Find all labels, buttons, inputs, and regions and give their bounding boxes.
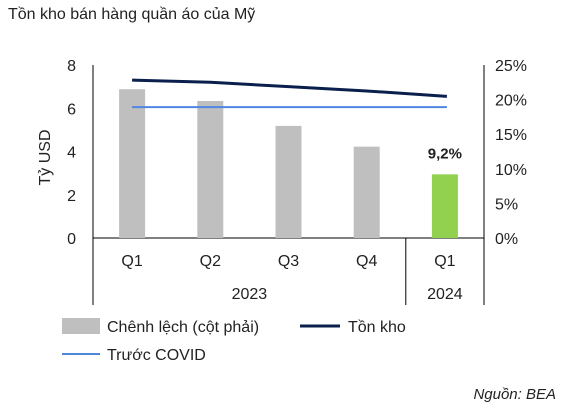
category-label-5: Q1 xyxy=(434,253,455,270)
right-tick-label-1: 5% xyxy=(495,196,518,213)
annotation-label: 9,2% xyxy=(428,145,462,162)
legend-swatch-chenh-lech xyxy=(62,318,100,334)
bar-2 xyxy=(197,100,224,238)
chart-title: Tồn kho bán hàng quần áo của Mỹ xyxy=(8,6,256,23)
right-tick-label-2: 10% xyxy=(495,162,527,179)
legend-label-truoc-covid: Trước COVID xyxy=(107,347,206,364)
left-tick-label-2: 2 xyxy=(67,188,76,205)
right-tick-label-4: 20% xyxy=(495,93,527,110)
category-label-4: Q4 xyxy=(356,253,377,270)
bar-3 xyxy=(275,125,302,238)
category-label-3: Q3 xyxy=(278,253,299,270)
bar-5 xyxy=(431,174,458,238)
right-tick-label-3: 15% xyxy=(495,127,527,144)
legend-label-chenh-lech: Chênh lệch (cột phải) xyxy=(107,319,259,336)
y-axis-label: Tỷ USD xyxy=(37,130,54,186)
bar-1 xyxy=(119,89,146,238)
bar-4 xyxy=(353,146,380,238)
right-tick-label-0: 0% xyxy=(495,231,518,248)
source-note: Nguồn: BEA xyxy=(473,386,556,403)
year-label-2023: 2023 xyxy=(232,286,268,303)
year-label-2024: 2024 xyxy=(427,286,463,303)
right-tick-label-5: 25% xyxy=(495,58,527,75)
category-label-2: Q2 xyxy=(200,253,221,270)
legend-label-ton-kho: Tồn kho xyxy=(348,319,406,336)
left-tick-label-0: 0 xyxy=(67,231,76,248)
left-tick-label-6: 6 xyxy=(67,101,76,118)
left-tick-label-8: 8 xyxy=(67,58,76,75)
line-ton-kho xyxy=(132,78,448,98)
left-tick-label-4: 4 xyxy=(67,145,76,162)
category-label-1: Q1 xyxy=(121,253,142,270)
